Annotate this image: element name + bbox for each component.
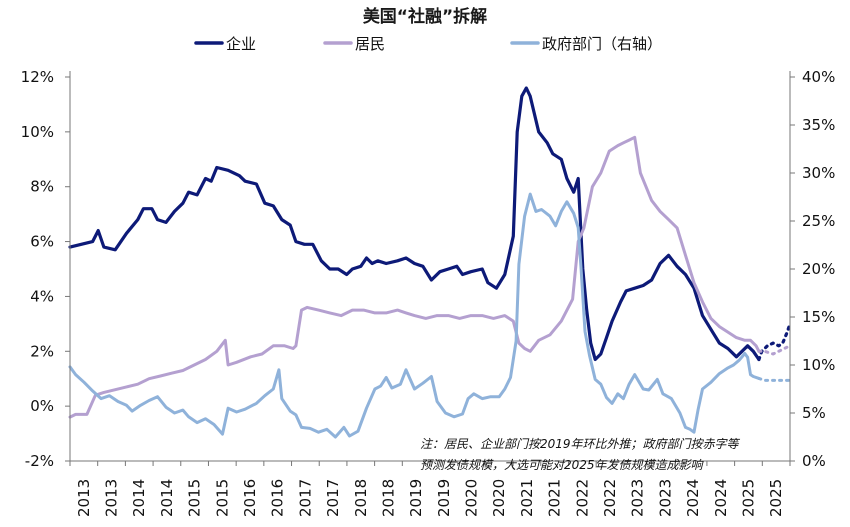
x-tick-label: 2016 bbox=[269, 479, 287, 517]
series-line-5 bbox=[757, 376, 792, 382]
right-tick-label: 40% bbox=[802, 68, 835, 86]
x-tick-label: 2015 bbox=[186, 479, 204, 517]
x-tick-label: 2025 bbox=[767, 479, 785, 517]
chart-title: 美国“社融”拆解 bbox=[363, 6, 487, 27]
series-line-0 bbox=[68, 86, 761, 362]
right-tick-label: 20% bbox=[802, 260, 835, 278]
x-tick-label: 2015 bbox=[213, 479, 231, 517]
series-layer bbox=[68, 86, 792, 439]
legend: 企业 居民 政府部门（右轴） bbox=[194, 35, 662, 53]
right-tick-label: 25% bbox=[802, 212, 835, 230]
legend-label: 企业 bbox=[226, 35, 256, 53]
right-tick-label: 15% bbox=[802, 308, 835, 326]
right-tick-label: 5% bbox=[802, 404, 826, 422]
legend-label: 政府部门（右轴） bbox=[542, 35, 662, 53]
x-tick-label: 2013 bbox=[75, 479, 93, 517]
left-tick-label: 10% bbox=[21, 123, 54, 141]
left-tick-label: 0% bbox=[30, 397, 54, 415]
x-tick-label: 2016 bbox=[241, 479, 259, 517]
x-tick-label: 2018 bbox=[352, 479, 370, 517]
x-tick-label: 2023 bbox=[656, 479, 674, 517]
left-tick-label: -2% bbox=[25, 452, 54, 470]
right-tick-label: 0% bbox=[802, 452, 826, 470]
x-tick-label: 2025 bbox=[739, 479, 757, 517]
series-line-2 bbox=[68, 135, 761, 419]
x-tick-label: 2019 bbox=[407, 479, 425, 517]
x-tick-label: 2024 bbox=[712, 479, 730, 517]
x-tick-label: 2020 bbox=[490, 479, 508, 517]
series-line-4 bbox=[68, 192, 761, 439]
x-tick-label: 2023 bbox=[629, 479, 647, 517]
right-tick-label: 35% bbox=[802, 116, 835, 134]
x-tick-label: 2017 bbox=[296, 479, 314, 517]
left-tick-label: 4% bbox=[30, 287, 54, 305]
x-tick-label: 2017 bbox=[324, 479, 342, 517]
annotation: 注：居民、企业部门按2019年环比外推；政府部门按赤字等 预测发债规模，大选可能… bbox=[420, 437, 741, 472]
left-tick-label: 2% bbox=[30, 342, 54, 360]
right-tick-label: 10% bbox=[802, 356, 835, 374]
left-tick-label: 12% bbox=[21, 68, 54, 86]
axes-layer: -2% 0% 2% 4% 6% 8% 10% 12% 0% 5% 10% 15% 20% 25% 30% 35… bbox=[21, 68, 836, 517]
x-tick-label: 2020 bbox=[463, 479, 481, 517]
x-tick-label: 2021 bbox=[546, 479, 564, 517]
x-tick-label: 2022 bbox=[601, 479, 619, 517]
x-tick-label: 2019 bbox=[435, 479, 453, 517]
legend-label: 居民 bbox=[355, 35, 385, 53]
x-tick-label: 2013 bbox=[103, 479, 121, 517]
right-tick-label: 30% bbox=[802, 164, 835, 182]
annotation-line-2: 预测发债规模，大选可能对2025年发债规模造成影响 bbox=[420, 458, 705, 472]
left-tick-label: 6% bbox=[30, 233, 54, 251]
left-tick-label: 8% bbox=[30, 178, 54, 196]
series-line-3 bbox=[757, 344, 792, 356]
annotation-line-1: 注：居民、企业部门按2019年环比外推；政府部门按赤字等 bbox=[420, 437, 741, 451]
x-tick-label: 2022 bbox=[573, 479, 591, 517]
x-tick-label: 2018 bbox=[379, 479, 397, 517]
x-tick-label: 2024 bbox=[684, 479, 702, 517]
series-line-1 bbox=[757, 322, 792, 362]
x-tick-label: 2021 bbox=[518, 479, 536, 517]
x-tick-label: 2014 bbox=[130, 479, 148, 517]
x-tick-label: 2014 bbox=[158, 479, 176, 517]
